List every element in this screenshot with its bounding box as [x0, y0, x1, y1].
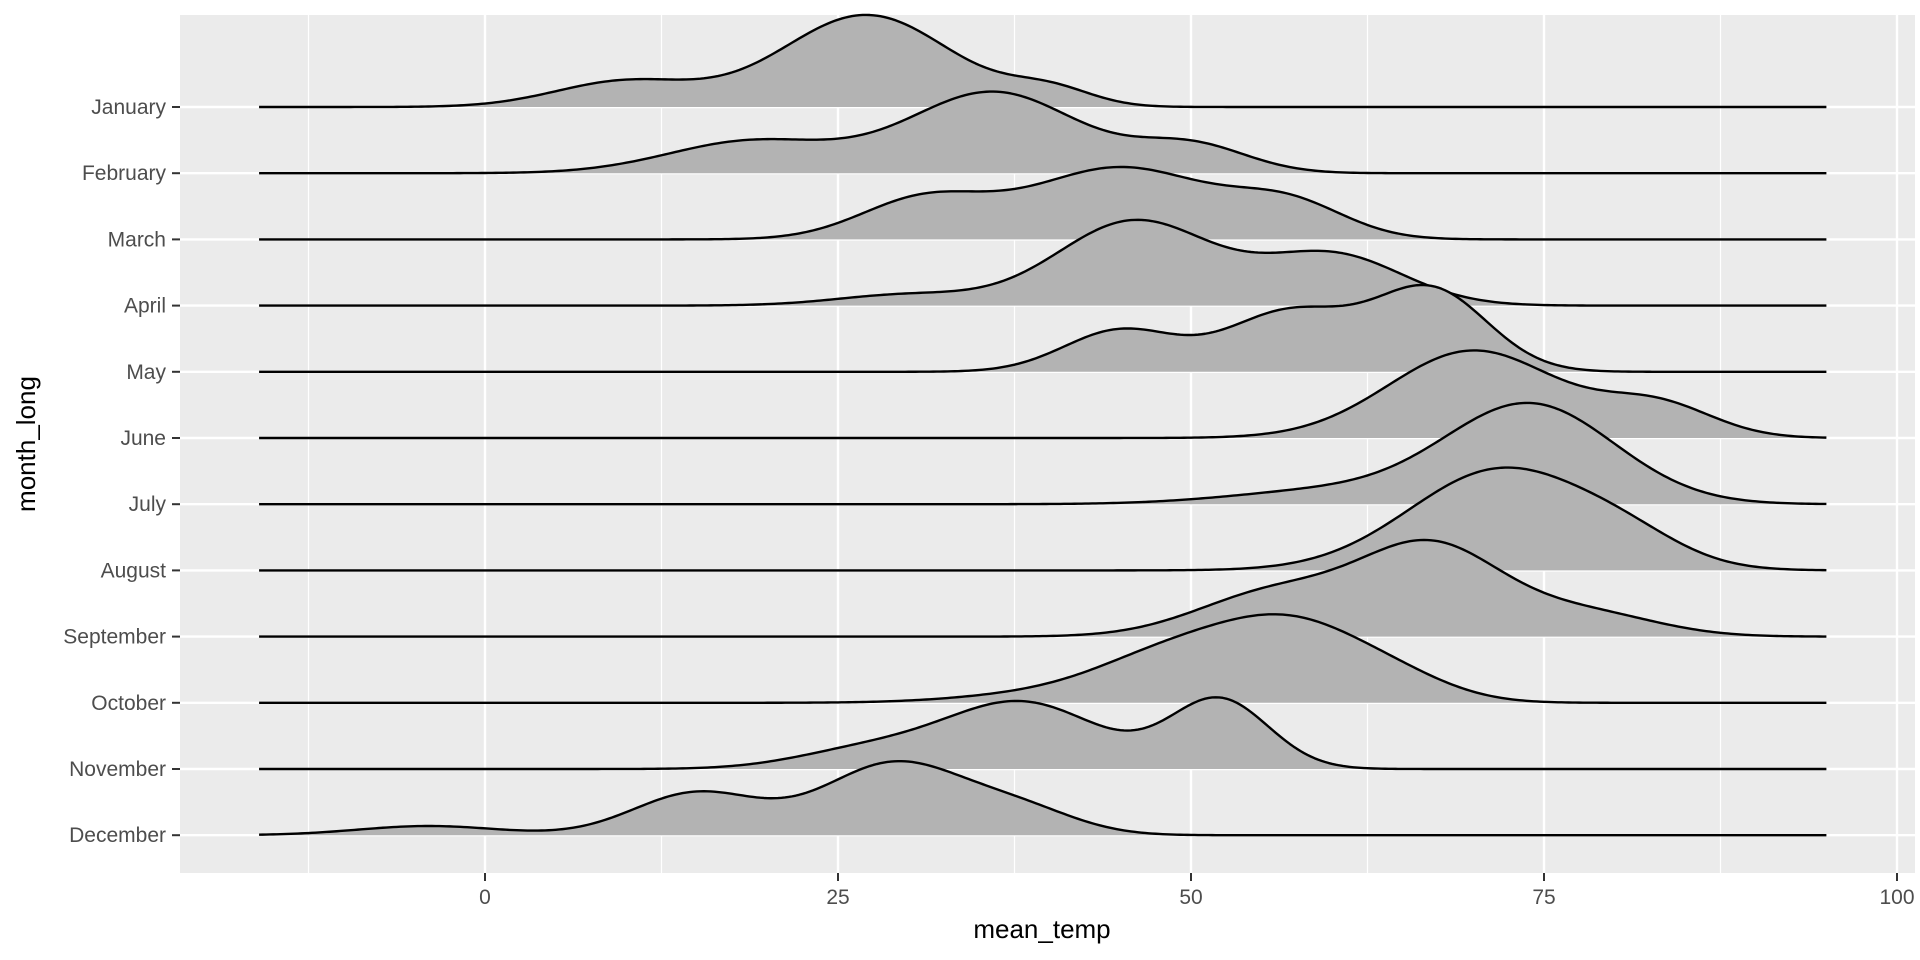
y-axis: January February March April May June July Augu… — [63, 96, 180, 847]
y-tick-label: October — [91, 692, 166, 715]
x-tick-label: 100 — [1879, 886, 1914, 909]
x-tick-label: 25 — [826, 886, 849, 909]
ridge-line — [259, 613, 1827, 704]
x-tick-label: 0 — [479, 886, 491, 909]
ridge-line — [259, 283, 1827, 373]
ridge-fill — [259, 91, 1827, 174]
y-tick-label: February — [82, 162, 167, 185]
ridge-march — [259, 165, 1827, 241]
y-tick-label: August — [101, 559, 167, 582]
ridge-october — [259, 613, 1827, 704]
ridge-fill — [259, 697, 1827, 769]
ridge-line — [259, 218, 1827, 307]
y-tick-label: March — [108, 228, 166, 251]
ridge-january — [259, 13, 1827, 109]
ridge-line — [259, 466, 1827, 572]
y-tick-label: November — [69, 758, 166, 781]
ridge-line — [259, 538, 1827, 638]
ridge-fill — [259, 14, 1827, 108]
ridge-june — [259, 349, 1827, 440]
ridge-december — [259, 759, 1827, 837]
y-tick-label: September — [63, 626, 166, 649]
ridge-july — [259, 401, 1827, 506]
y-tick-label: December — [69, 824, 166, 847]
ridge-april — [259, 218, 1827, 307]
x-axis-title: mean_temp — [973, 914, 1110, 944]
y-axis-title: month_long — [11, 376, 41, 512]
y-tick-label: January — [91, 96, 166, 119]
y-tick-label: May — [126, 361, 166, 384]
y-tick-label: June — [120, 427, 166, 450]
ridge-line — [259, 696, 1827, 771]
ridges — [259, 13, 1827, 837]
ridge-fill — [259, 350, 1827, 438]
ridge-september — [259, 538, 1827, 638]
ridge-line — [259, 165, 1827, 241]
ridge-line — [259, 349, 1827, 440]
ridge-november — [259, 696, 1827, 771]
x-tick-label: 50 — [1179, 886, 1202, 909]
y-tick-label: July — [129, 493, 167, 516]
ridge-fill — [259, 614, 1827, 703]
ridge-fill — [259, 402, 1827, 505]
ridge-line — [259, 401, 1827, 506]
y-tick-label: April — [124, 295, 166, 318]
x-tick-label: 75 — [1532, 886, 1555, 909]
ridge-february — [259, 90, 1827, 175]
ridge-may — [259, 283, 1827, 373]
ridge-fill — [259, 166, 1827, 240]
ridge-fill — [259, 539, 1827, 637]
ridge-line — [259, 13, 1827, 109]
x-axis: 0 25 50 75 100 — [479, 873, 1915, 909]
ridge-line — [259, 90, 1827, 175]
ridge-fill — [259, 285, 1827, 372]
ridge-fill — [259, 761, 1827, 836]
ridge-line — [259, 759, 1827, 837]
